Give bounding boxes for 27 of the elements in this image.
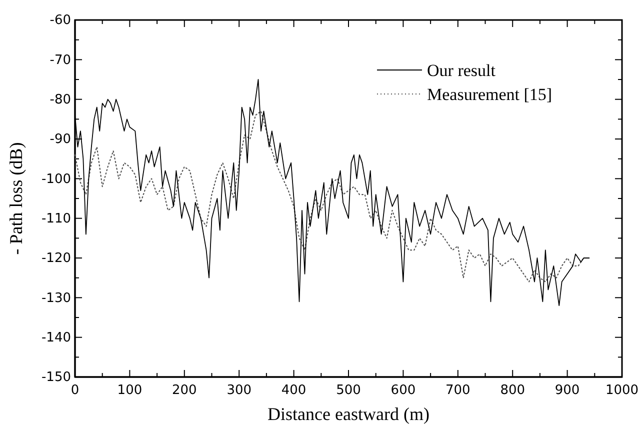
- x-tick-label: 500: [336, 383, 361, 398]
- legend-label: Measurement [15]: [427, 85, 552, 104]
- line-series: [74, 110, 584, 282]
- y-tick-label: -80: [50, 92, 71, 108]
- y-tick-label: -120: [41, 251, 71, 266]
- x-tick-label: 600: [390, 383, 416, 398]
- x-tick-label: 100: [117, 383, 142, 398]
- y-tick-label: -60: [50, 13, 71, 28]
- legend-label: Our result: [427, 61, 496, 80]
- x-tick-label: 800: [500, 383, 526, 398]
- y-tick-label: -150: [41, 370, 71, 386]
- x-axis-title: Distance eastward (m): [268, 404, 430, 424]
- y-axis-title: - Path loss (dB): [6, 142, 26, 255]
- y-tick-label: -110: [41, 211, 71, 226]
- x-tick-label: 700: [445, 383, 470, 398]
- x-tick-label: 1000: [605, 383, 639, 398]
- y-tick-label: -140: [41, 330, 71, 346]
- x-tick-label: 200: [172, 383, 197, 398]
- line-series: [74, 79, 590, 306]
- x-tick-label: 300: [226, 383, 252, 398]
- x-tick-label: 400: [281, 383, 306, 398]
- y-tick-label: -130: [41, 290, 71, 306]
- y-tick-label: -100: [41, 172, 71, 187]
- x-tick-label: 0: [70, 383, 80, 398]
- y-tick-label: -90: [50, 132, 71, 148]
- x-tick-label: 900: [554, 383, 580, 398]
- y-tick-label: -70: [50, 52, 71, 68]
